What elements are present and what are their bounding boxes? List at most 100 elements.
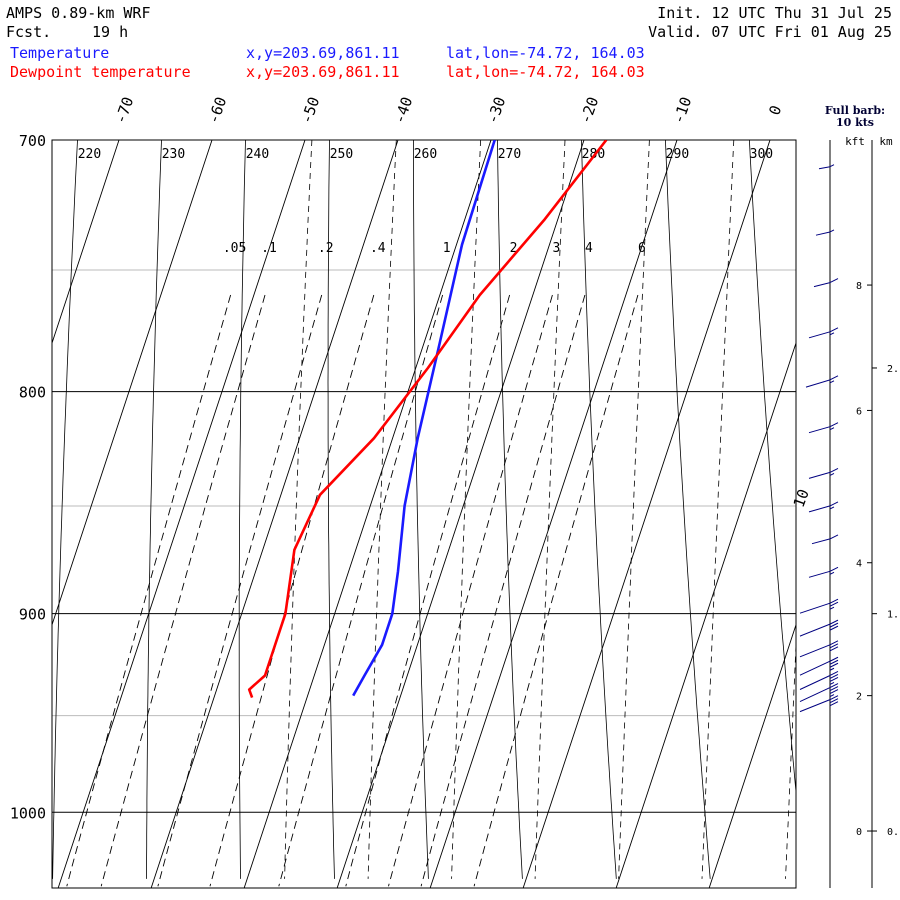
mixing-ratio-label: 2 bbox=[510, 241, 518, 256]
wind-height-panel: Full barb: 10 kts kft km 8 6 4 2 0 2. 1. 0. bbox=[799, 104, 899, 888]
wind-barb bbox=[799, 656, 839, 676]
isotherm-line bbox=[243, 140, 492, 888]
mixing-ratio-line bbox=[66, 294, 232, 887]
wind-barb bbox=[799, 640, 839, 658]
isotherm-line bbox=[52, 140, 213, 627]
mixing-ratio-line bbox=[388, 294, 553, 887]
wind-barb bbox=[799, 598, 839, 614]
plot-frame bbox=[51, 139, 797, 889]
mixing-ratio-line bbox=[209, 294, 375, 887]
dry-adiabat-label: 240 bbox=[246, 147, 269, 162]
mixing-ratio-line bbox=[278, 294, 444, 887]
temperature-tick-label: 0 bbox=[765, 103, 785, 118]
mixing-ratio-label: 3 bbox=[552, 241, 560, 256]
dry-adiabat-label: 270 bbox=[498, 147, 521, 162]
dry-adiabat-label: 250 bbox=[330, 147, 353, 162]
dry-adiabat-label: 230 bbox=[162, 147, 185, 162]
dry-adiabat-line bbox=[749, 140, 796, 797]
legend-dewpoint-xy: x,y=203.69,861.11 bbox=[246, 63, 400, 81]
mixing-ratio-label: 1 bbox=[443, 241, 451, 256]
barb-note-line2: 10 kts bbox=[836, 116, 874, 129]
wind-barb bbox=[815, 229, 835, 236]
wind-barb bbox=[808, 422, 839, 434]
model-title: AMPS 0.89-km WRF bbox=[6, 4, 151, 22]
mixing-ratio-label: .4 bbox=[370, 241, 386, 256]
mixing-ratio-label: .2 bbox=[318, 241, 334, 256]
dry-adiabat-line bbox=[327, 140, 335, 879]
mixing-ratio-label: .1 bbox=[261, 241, 277, 256]
temperature-tick-label: -30 bbox=[483, 94, 509, 126]
isotherm-line bbox=[615, 341, 796, 888]
temperature-tick-label: -50 bbox=[297, 94, 323, 126]
forecast-hour: 19 h bbox=[92, 23, 129, 41]
plot-border bbox=[51, 139, 797, 889]
kft-tick-label: 4 bbox=[856, 559, 862, 570]
temperature-tick-label: -10 bbox=[669, 94, 695, 126]
isotherm-line bbox=[336, 140, 585, 888]
dry-adiabat-line bbox=[146, 140, 162, 879]
dry-adiabat-label: 220 bbox=[78, 147, 101, 162]
forecast-label: Fcst. bbox=[6, 23, 52, 41]
moist-adiabat-line bbox=[869, 140, 900, 879]
temperature-trace bbox=[352, 140, 496, 697]
legend-temperature-latlon: lat,lon=-74.72, 164.03 bbox=[446, 44, 645, 62]
dry-adiabat-line bbox=[833, 140, 898, 879]
mixing-ratio-label: 6 bbox=[638, 241, 646, 256]
kft-label: kft bbox=[845, 135, 865, 148]
wind-barb bbox=[818, 164, 835, 170]
mixing-ratio-line bbox=[100, 294, 266, 887]
moist-adiabat-line bbox=[618, 140, 650, 879]
mixing-ratio-line bbox=[345, 294, 511, 887]
moist-adiabat-line bbox=[367, 140, 397, 879]
isotherm-line bbox=[0, 140, 26, 888]
mixing-ratio-label: .05 bbox=[223, 241, 246, 256]
mixing-ratio-label: 4 bbox=[585, 241, 593, 256]
sounding-traces bbox=[247, 140, 608, 699]
moist-adiabat-line bbox=[701, 140, 735, 879]
wind-barb bbox=[811, 534, 839, 545]
dewpoint-trace bbox=[247, 140, 608, 699]
wind-barb bbox=[808, 566, 839, 578]
legend-dewpoint-latlon: lat,lon=-74.72, 164.03 bbox=[446, 63, 645, 81]
isotherm-line bbox=[150, 140, 399, 888]
km-tick-label: 0. bbox=[887, 827, 899, 838]
wind-barb bbox=[808, 467, 839, 479]
isotherm-line bbox=[57, 140, 306, 888]
pressure-tick-label: 800 bbox=[19, 384, 46, 402]
isotherm-line bbox=[52, 140, 120, 345]
legend-temperature-name: Temperature bbox=[10, 44, 110, 62]
moist-adiabat-line bbox=[451, 140, 481, 879]
moist-adiabat-line bbox=[785, 634, 796, 879]
isotherm-line bbox=[708, 623, 796, 888]
temperature-tick-label: -60 bbox=[204, 94, 230, 126]
kft-tick-label: 2 bbox=[856, 692, 862, 703]
isotherm-line bbox=[895, 140, 900, 888]
temperature-tick-label: 10 bbox=[790, 487, 813, 510]
dry-adiabat-line bbox=[497, 140, 523, 879]
moist-adiabat-line bbox=[284, 140, 313, 879]
dry-adiabat-label: 260 bbox=[414, 147, 437, 162]
wind-barb bbox=[805, 375, 839, 388]
kft-tick-label: 0 bbox=[856, 827, 862, 838]
dry-adiabat-label: 300 bbox=[750, 147, 773, 162]
isotherm-line bbox=[522, 140, 771, 888]
isotherm-line bbox=[429, 140, 678, 888]
wind-barb bbox=[799, 619, 839, 637]
init-time: Init. 12 UTC Thu 31 Jul 25 bbox=[657, 4, 892, 22]
wind-barb bbox=[813, 278, 839, 288]
temperature-tick-label: -70 bbox=[111, 94, 137, 126]
dry-adiabat-line bbox=[413, 140, 429, 879]
dry-adiabat-line bbox=[665, 140, 711, 879]
mixing-ratio-line bbox=[473, 294, 639, 887]
dry-adiabat-line bbox=[581, 140, 617, 879]
axis-labels: 700 800 900 1000 -70 -60 -50 -40 -30 -20 -10 0 10 220… bbox=[10, 94, 813, 822]
wind-barb bbox=[799, 695, 839, 713]
wind-barb bbox=[799, 683, 839, 703]
legend-dewpoint-name: Dewpoint temperature bbox=[10, 63, 191, 81]
temperature-tick-label: -20 bbox=[576, 94, 602, 126]
wind-barb bbox=[799, 671, 839, 690]
temperature-tick-label: -40 bbox=[390, 94, 416, 126]
valid-time: Valid. 07 UTC Fri 01 Aug 25 bbox=[648, 23, 892, 41]
km-label: km bbox=[879, 135, 893, 148]
